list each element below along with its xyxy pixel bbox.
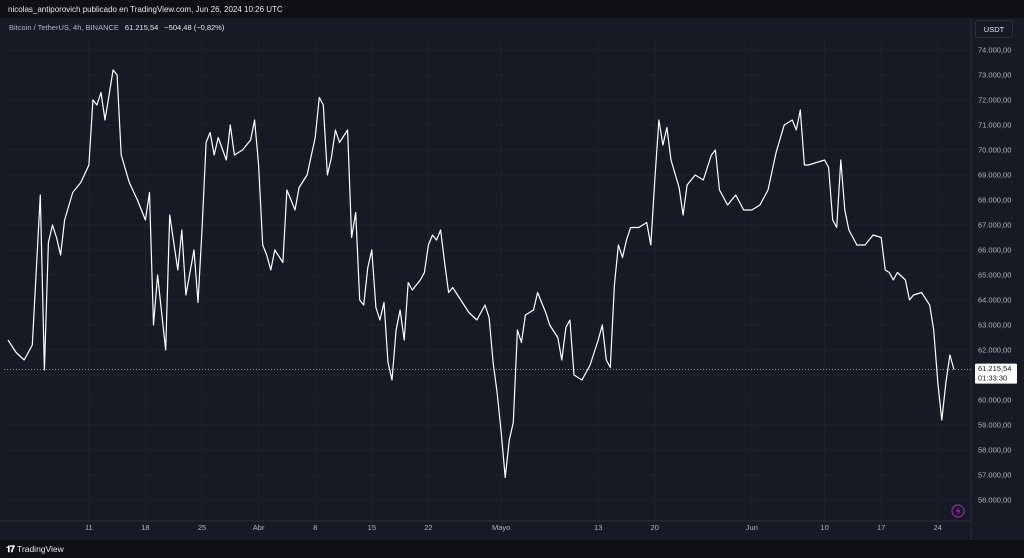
last-price-label: 61.215,54 [978, 364, 1011, 373]
y-tick-label: 74.000,00 [978, 46, 1011, 55]
currency-button[interactable]: USDT [975, 20, 1013, 38]
countdown-label: 01:33:30 [978, 374, 1007, 383]
y-tick-label: 63.000,00 [978, 321, 1011, 330]
x-tick-label: Jun [746, 523, 758, 532]
y-tick-label: 65.000,00 [978, 271, 1011, 280]
x-tick-label: 17 [877, 523, 885, 532]
y-tick-label: 67.000,00 [978, 221, 1011, 230]
y-tick-label: 56.000,00 [978, 496, 1011, 505]
y-tick-label: 57.000,00 [978, 471, 1011, 480]
x-tick-label: 25 [198, 523, 206, 532]
x-tick-label: 8 [313, 523, 317, 532]
grid [0, 18, 972, 540]
y-tick-label: 68.000,00 [978, 196, 1011, 205]
y-tick-label: 62.000,00 [978, 346, 1011, 355]
x-tick-label: Mayo [492, 523, 510, 532]
series-layer [7, 69, 955, 479]
publication-text: nicolas_antiporovich publicado en Tradin… [8, 4, 283, 14]
y-tick-label: 69.000,00 [978, 171, 1011, 180]
symbol-legend[interactable]: Bitcoin / TetherUS, 4h, BINANCE 61.215,5… [9, 23, 224, 32]
y-axis[interactable]: 56.000,00 57.000,00 58.000,00 59.000,00 60.0… [978, 46, 1011, 505]
y-tick-label: 73.000,00 [978, 71, 1011, 80]
x-tick-label: Abr [253, 523, 265, 532]
y-tick-label: 72.000,00 [978, 96, 1011, 105]
x-tick-label: 18 [141, 523, 149, 532]
price-series-line [7, 69, 955, 479]
x-tick-label: 20 [651, 523, 659, 532]
y-tick-label: 60.000,00 [978, 396, 1011, 405]
price-chart[interactable]: 56.000,00 57.000,00 58.000,00 59.000,00 60.0… [0, 18, 1024, 540]
x-tick-label: 22 [424, 523, 432, 532]
footer: 𝟏𝟕 TradingView [0, 540, 1024, 558]
symbol-label[interactable]: Bitcoin / TetherUS, 4h, BINANCE [9, 23, 119, 32]
tradingview-mark-icon: 𝟏𝟕 [6, 543, 15, 554]
x-axis[interactable]: 11 18 25 Abr 8 15 22 Mayo 13 20 Jun 10 17 24 [85, 523, 942, 532]
publication-header: nicolas_antiporovich publicado en Tradin… [0, 0, 1024, 18]
x-tick-label: 13 [594, 523, 602, 532]
y-tick-label: 71.000,00 [978, 121, 1011, 130]
y-tick-label: 66.000,00 [978, 246, 1011, 255]
legend-price: 61.215,54 [124, 23, 159, 32]
chart-area[interactable] [0, 18, 1024, 540]
y-tick-label: 59.000,00 [978, 421, 1011, 430]
tradingview-logo[interactable]: 𝟏𝟕 TradingView [6, 544, 64, 555]
y-tick-label: 70.000,00 [978, 146, 1011, 155]
x-tick-label: 10 [820, 523, 828, 532]
legend-change: −504,48 (−0,82%) [164, 23, 225, 32]
last-price-tag [975, 363, 1017, 384]
x-tick-label: 11 [85, 523, 93, 532]
y-tick-label: 58.000,00 [978, 446, 1011, 455]
x-tick-label: 24 [934, 523, 942, 532]
lightning-icon[interactable] [951, 504, 965, 518]
x-tick-label: 15 [368, 523, 376, 532]
brand-label: TradingView [17, 544, 64, 554]
y-tick-label: 64.000,00 [978, 296, 1011, 305]
